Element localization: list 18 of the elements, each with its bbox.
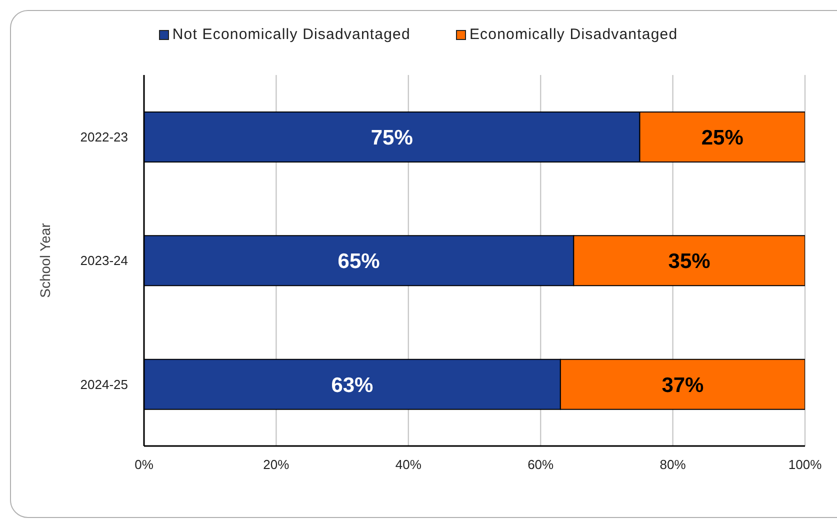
data-label: 37% bbox=[662, 374, 704, 397]
y-tick-label: 2022-23 bbox=[80, 129, 128, 144]
legend-label: Economically Disadvantaged bbox=[469, 26, 678, 43]
y-axis-title: School Year bbox=[37, 222, 53, 298]
data-label: 75% bbox=[370, 126, 414, 150]
data-label: 25% bbox=[701, 126, 744, 150]
data-label: 35% bbox=[668, 250, 711, 274]
x-tick-label: 20% bbox=[263, 457, 290, 472]
legend-label: Not Economically Disadvantaged bbox=[172, 26, 410, 43]
x-tick-label: 100% bbox=[788, 457, 822, 472]
data-label: 63% bbox=[331, 374, 374, 397]
x-tick-label: 40% bbox=[395, 457, 422, 472]
x-tick-label: 80% bbox=[660, 457, 686, 472]
y-tick-label: 2024-25 bbox=[80, 376, 128, 392]
x-tick-label: 60% bbox=[528, 457, 554, 472]
y-tick-label: 2023-24 bbox=[80, 253, 128, 268]
data-label: 65% bbox=[338, 250, 380, 274]
x-tick-label: 0% bbox=[134, 457, 154, 472]
